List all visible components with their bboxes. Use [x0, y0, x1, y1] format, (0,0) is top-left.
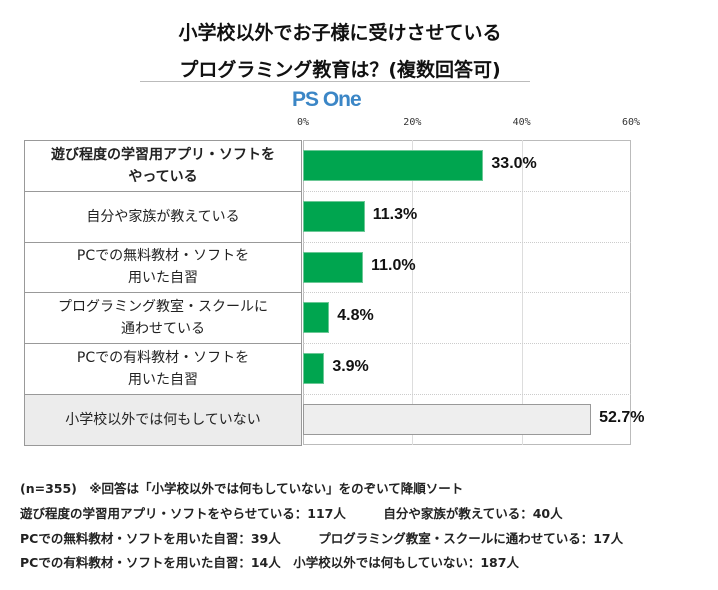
note-counts-1: 遊び程度の学習用アプリ・ソフトをやらせている：117人 自分や家族が教えている：… [20, 506, 563, 521]
logo: PS One [292, 88, 362, 111]
category-label: PCでの有料教材・ソフトを 用いた自習 [24, 343, 302, 395]
row-divider [303, 292, 631, 294]
chart-title-line-1: 小学校以外でお子様に受けさせている [178, 22, 502, 44]
bar [303, 150, 484, 181]
title-underline [140, 81, 530, 82]
x-tick-label: 40% [512, 117, 531, 128]
value-label: 3.9% [332, 358, 369, 376]
category-label: 遊び程度の学習用アプリ・ソフトを やっている [24, 140, 302, 192]
value-label: 11.3% [372, 205, 418, 223]
category-label: 自分や家族が教えている [24, 190, 302, 243]
chart-title-line-2: プログラミング教育は？(複数回答可) [179, 59, 501, 81]
row-divider [303, 241, 631, 243]
value-label: 52.7% [599, 409, 645, 426]
row-divider [303, 190, 631, 192]
note-counts-3: PCでの有料教材・ソフトを用いた自習：14人 小学校以外では何もしていない：18… [20, 555, 519, 570]
note-sample-size: (n=355) ※回答は「小学校以外では何もしていない」をのぞいて降順ソート [20, 481, 464, 496]
row-divider [303, 394, 631, 395]
value-label: 4.8% [337, 307, 374, 325]
row-divider [303, 343, 631, 345]
x-tick-label: 0% [296, 117, 310, 128]
bar [303, 302, 330, 334]
category-label: プログラミング教室・スクールに 通わせている [24, 292, 302, 345]
x-tick-label: 20% [403, 117, 422, 128]
category-label: 小学校以外では何もしていない [24, 394, 302, 446]
note-counts-2: PCでの無料教材・ソフトを用いた自習：39人 プログラミング教室・スクールに通わ… [20, 531, 624, 546]
bar [303, 353, 325, 385]
x-tick-label: 60% [621, 117, 641, 128]
value-label: 11.0% [371, 256, 416, 274]
value-label: 33.0% [491, 155, 537, 172]
bar [303, 251, 364, 283]
bar [303, 404, 592, 435]
bar [303, 200, 365, 232]
category-label: PCでの無料教材・ソフトを 用いた自習 [24, 241, 302, 294]
